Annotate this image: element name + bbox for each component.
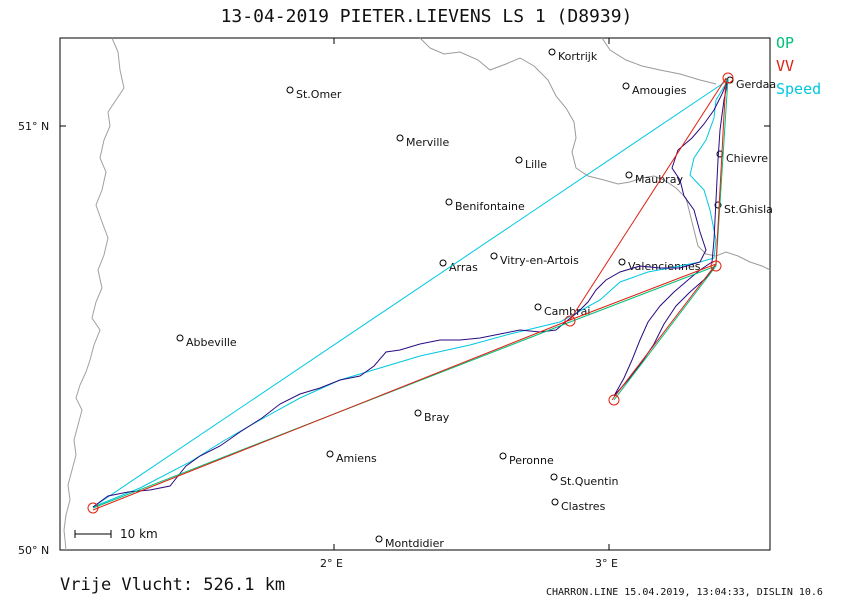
city-st-ghisla: St.Ghisla [714, 201, 773, 216]
city-label: Montdidier [385, 537, 444, 550]
city-marker [176, 334, 184, 342]
city-merville: Merville [396, 134, 449, 149]
city-label: St.Quentin [560, 475, 619, 488]
city-label: Amiens [336, 452, 377, 465]
city-marker [439, 259, 447, 267]
credit-line: CHARRON.LINE 15.04.2019, 13:04:33, DISLI… [546, 587, 823, 598]
city-layer: Kortrijk St.Omer Amougies Gerdaa Merville Lil… [176, 48, 776, 550]
city-marker [286, 86, 294, 94]
city-label: St.Ghisla [724, 203, 773, 216]
city-kortrijk: Kortrijk [548, 48, 598, 63]
legend-vv: VV [776, 57, 795, 75]
lat-label-51: 51° N [18, 120, 49, 133]
city-label: Abbeville [186, 336, 237, 349]
city-lille: Lille [515, 156, 547, 171]
city-marker [499, 452, 507, 460]
city-marker [375, 535, 383, 543]
city-gerdaa: Gerdaa [726, 76, 776, 91]
city-label: Peronne [509, 454, 554, 467]
national-border [419, 37, 771, 271]
lat-label-50: 50° N [18, 544, 49, 557]
city-peronne: Peronne [499, 452, 554, 467]
speed-segment [92, 79, 729, 508]
city-clastres: Clastres [551, 498, 606, 513]
flight-track [92, 79, 729, 508]
city-amougies: Amougies [622, 82, 687, 97]
city-cambrai: Cambrai [534, 303, 590, 318]
city-label: Chievre [726, 152, 768, 165]
turnpoint-valenciennes [710, 260, 722, 272]
city-marker [396, 134, 404, 142]
city-label: Gerdaa [736, 78, 776, 91]
legend-speed: Speed [776, 80, 822, 98]
city-st-omer: St.Omer [286, 86, 342, 101]
city-label: Vitry-en-Artois [500, 254, 579, 267]
city-maubray: Maubray [625, 171, 683, 186]
city-label: Cambrai [544, 305, 590, 318]
city-benifontaine: Benifontaine [445, 198, 525, 213]
turnpoint-gerdaa [722, 72, 734, 84]
city-chievre: Chievre [716, 150, 768, 165]
speed-track [92, 79, 729, 508]
city-vitry-en-artois: Vitry-en-Artois [490, 252, 579, 267]
city-marker [551, 498, 559, 506]
city-marker [490, 252, 498, 260]
city-label: Lille [525, 158, 547, 171]
border-segment [601, 37, 717, 85]
city-montdidier: Montdidier [375, 535, 444, 550]
city-marker [534, 303, 542, 311]
map-frame [59, 37, 771, 551]
scale-bar [74, 530, 112, 538]
coastline [63, 37, 125, 551]
city-marker [414, 409, 422, 417]
city-marker [515, 156, 523, 164]
city-label: Clastres [561, 500, 606, 513]
city-amiens: Amiens [326, 450, 377, 465]
turnpoint-start [87, 502, 99, 514]
city-label: Merville [406, 136, 449, 149]
lon-label-2: 2° E [320, 557, 343, 570]
city-label: Benifontaine [455, 200, 525, 213]
city-marker [326, 450, 334, 458]
city-label: Valenciennes [628, 260, 701, 273]
turnpoint-cambrai [564, 315, 576, 327]
city-valenciennes: Valenciennes [618, 258, 701, 273]
city-marker [622, 82, 630, 90]
city-marker [618, 258, 626, 266]
city-abbeville: Abbeville [176, 334, 237, 349]
city-marker [625, 171, 633, 179]
city-label: Maubray [635, 173, 683, 186]
page-title: 13-04-2019 PIETER.LIEVENS LS 1 (D8939) [220, 6, 633, 27]
city-label: St.Omer [296, 88, 342, 101]
city-label: Amougies [632, 84, 687, 97]
axis-ticks [60, 38, 770, 551]
city-marker [445, 198, 453, 206]
city-marker [550, 473, 558, 481]
vv-legs [92, 77, 727, 511]
city-label: Bray [424, 411, 450, 424]
legend-op: OP [776, 34, 795, 52]
city-st-quentin: St.Quentin [550, 473, 619, 488]
scale-bar-label: 10 km [120, 527, 158, 541]
turnpoints [87, 72, 734, 514]
city-bray: Bray [414, 409, 450, 424]
lon-label-3: 3° E [595, 557, 618, 570]
distance-readout: Vrije Vlucht: 526.1 km [60, 575, 286, 595]
city-marker [548, 48, 556, 56]
city-arras: Arras [439, 259, 478, 274]
city-label: Arras [449, 261, 478, 274]
turnpoint-finish [608, 394, 620, 406]
city-label: Kortrijk [558, 50, 598, 63]
